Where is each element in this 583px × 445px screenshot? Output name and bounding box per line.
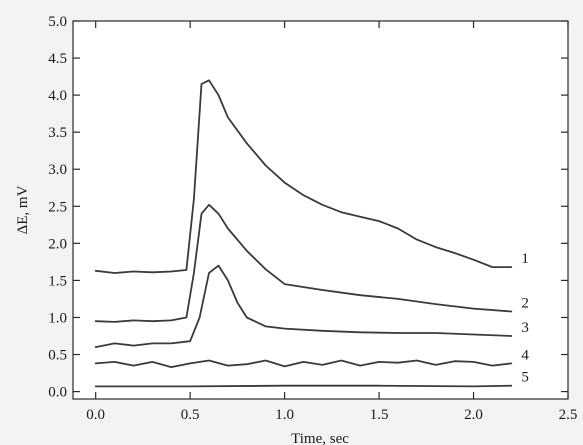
series-label-3: 3 — [521, 320, 529, 336]
y-tick-label: 2.5 — [48, 199, 67, 215]
y-tick-label: 5.0 — [48, 14, 67, 30]
x-tick-label: 2.5 — [559, 407, 578, 423]
series-line-1 — [94, 79, 513, 274]
series-label-5: 5 — [521, 370, 529, 386]
series-line-2 — [94, 203, 513, 323]
x-axis-title: Time, sec — [291, 431, 349, 445]
y-tick-label: 4.5 — [48, 51, 67, 67]
series-line-4 — [94, 359, 513, 369]
y-tick-label: 3.0 — [48, 162, 67, 178]
y-tick-label: 3.5 — [48, 125, 67, 141]
series-label-1: 1 — [521, 251, 529, 267]
x-tick-label: 1.0 — [275, 407, 294, 423]
series-label-4: 4 — [521, 347, 529, 363]
series-line-3 — [94, 264, 513, 349]
axis-ticks: 0.0 0.5 1.0 1.5 2.0 2.5 0.0 0.5 1.0 1.5 2.0 2.5 3.0 3… — [48, 14, 577, 423]
y-axis-title: ΔE, mV — [15, 185, 31, 234]
x-tick-label: 0.5 — [181, 407, 200, 423]
plot-frame — [72, 20, 569, 400]
y-tick-label: 2.0 — [48, 236, 67, 252]
y-tick-label: 4.0 — [48, 88, 67, 104]
x-tick-label: 2.0 — [464, 407, 483, 423]
series-line-5 — [94, 384, 513, 388]
y-tick-label: 0.5 — [48, 348, 67, 364]
y-tick-label: 1.5 — [48, 273, 67, 289]
series-label-2: 2 — [521, 296, 529, 312]
x-tick-label: 1.5 — [370, 407, 389, 423]
series-group: 1 2 3 4 5 — [94, 79, 529, 388]
x-tick-label: 0.0 — [86, 407, 105, 423]
y-tick-label: 1.0 — [48, 310, 67, 326]
y-tick-label: 0.0 — [48, 385, 67, 401]
